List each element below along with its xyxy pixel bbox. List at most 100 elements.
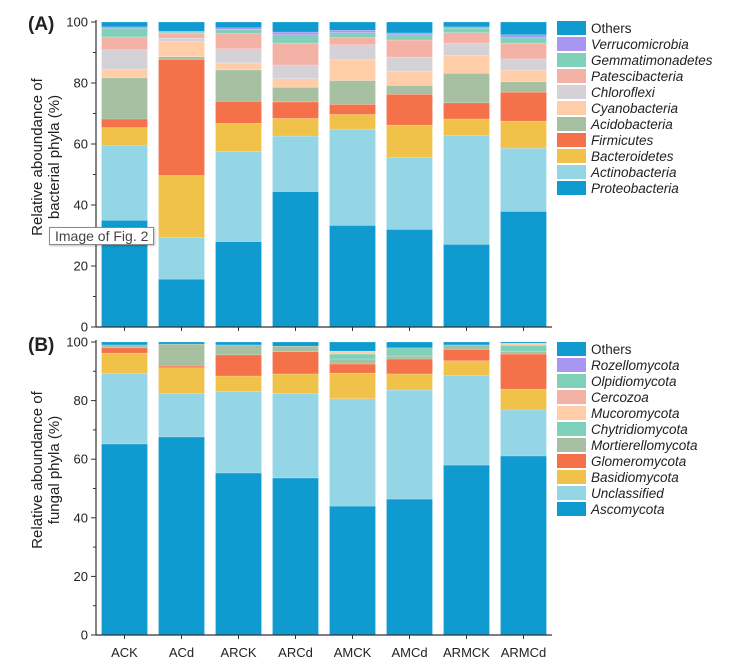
legend-item: Glomeromycota — [557, 454, 687, 469]
y-tick-label: 0 — [81, 628, 88, 643]
x-tick-label: ARCK — [220, 645, 256, 660]
bar-segment-cyanobacteria — [215, 62, 262, 71]
y-tick-label: 20 — [74, 569, 88, 584]
bar-segment-patescibacteria — [272, 42, 319, 66]
y-axis-label: fungal phyla (%) — [46, 416, 63, 524]
bar-segment-glomeromycota — [272, 351, 319, 375]
bar-segment-unclassified — [443, 375, 490, 466]
bar-segment-mortierellomycota — [215, 344, 262, 356]
bar-segment-others — [101, 21, 148, 28]
x-tick-label: ARCd — [278, 645, 313, 660]
bar-segment-actinobacteria — [272, 135, 319, 192]
legend-item: Rozellomycota — [557, 358, 680, 373]
bar-segment-acidobacteria — [500, 81, 547, 93]
legend-item: Cyanobacteria — [557, 101, 679, 116]
bar-segment-mucoromycota — [500, 342, 547, 346]
bar-segment-chloroflexi — [158, 37, 205, 43]
bar-segment-unclassified — [500, 409, 547, 457]
bar-segment-proteobacteria — [215, 241, 262, 328]
legend-swatch — [557, 358, 586, 372]
legend-label: Unclassified — [591, 486, 664, 501]
bar-segment-unclassified — [215, 390, 262, 474]
legend-item: Acidobacteria — [557, 117, 673, 132]
bar-segment-firmicutes — [329, 104, 376, 115]
legend-swatch — [557, 21, 586, 35]
bar-segment-ascomycota — [329, 505, 376, 636]
legend-swatch — [557, 133, 586, 147]
legend-swatch — [557, 37, 586, 51]
y-axis-label: Relative aboundance of — [29, 77, 46, 235]
bar-segment-chloroflexi — [215, 48, 262, 64]
x-tick-label: ACd — [169, 645, 194, 660]
bar-segment-ascomycota — [500, 455, 547, 636]
bar-segment-firmicutes — [272, 101, 319, 119]
y-tick-label: 100 — [66, 335, 88, 350]
legend-item: Gemmatimonadetes — [557, 53, 713, 68]
legend-item: Olpidiomycota — [557, 374, 677, 389]
bar-segment-gemmatimonadetes — [500, 37, 547, 44]
panel-b: (B) Relative aboundance of fungal phyla (%… — [28, 327, 698, 660]
bar-segment-others — [215, 341, 262, 346]
bar-segment-bacteroidetes — [272, 118, 319, 137]
legend-swatch — [557, 53, 586, 67]
x-tick-label: AMCd — [391, 645, 427, 660]
bar-segment-chloroflexi — [329, 44, 376, 61]
legend-label: Proteobacteria — [591, 181, 679, 196]
legend-swatch — [557, 117, 586, 131]
x-tick-label: ACK — [111, 645, 138, 660]
bar-segment-cyanobacteria — [443, 55, 490, 74]
bar-segment-basidiomycota — [329, 372, 376, 400]
bar-segment-glomeromycota — [500, 353, 547, 390]
bar-segment-ascomycota — [158, 436, 205, 636]
legend-item: Patescibacteria — [557, 69, 684, 84]
bar-segment-chytridiomycota — [500, 344, 547, 352]
bar-segment-ascomycota — [101, 443, 148, 636]
image-tooltip: Image of Fig. 2 — [49, 227, 155, 245]
legend-label: Gemmatimonadetes — [591, 53, 713, 68]
bar-segment-verrucomicrobia — [386, 32, 433, 36]
legend-label: Chytridiomycota — [591, 422, 688, 437]
bar-segment-basidiomycota — [386, 373, 433, 391]
panel-label: (B) — [28, 335, 54, 356]
legend-item: Unclassified — [557, 486, 664, 501]
bar-segment-mortierellomycota — [158, 343, 205, 367]
bar-segment-gemmatimonadetes — [386, 34, 433, 41]
bar-segment-glomeromycota — [443, 349, 490, 362]
bar-segment-others — [500, 341, 547, 344]
bar-segment-acidobacteria — [215, 69, 262, 102]
bar-segment-others — [500, 21, 547, 36]
bar-segment-chloroflexi — [500, 58, 547, 71]
legend-item: Firmicutes — [557, 133, 654, 148]
legend-item: Bacteroidetes — [557, 149, 674, 164]
bar-segment-others — [272, 21, 319, 33]
y-tick-label: 0 — [81, 320, 88, 335]
bar-segment-unclassified — [329, 398, 376, 507]
legend-swatch — [557, 486, 586, 500]
bar-segment-bacteroidetes — [101, 127, 148, 146]
bar-segment-ascomycota — [215, 472, 262, 636]
legend-swatch — [557, 374, 586, 388]
legend-item: Cercozoa — [557, 390, 649, 405]
bar-segment-chytridiomycota — [386, 347, 433, 357]
legend-swatch — [557, 390, 586, 404]
bar-segment-glomeromycota — [386, 358, 433, 375]
legend-swatch — [557, 438, 586, 452]
bar-segment-bacteroidetes — [158, 175, 205, 238]
bar-segment-actinobacteria — [500, 148, 547, 212]
bar-segment-others — [386, 341, 433, 349]
bar-segment-actinobacteria — [101, 145, 148, 221]
bar-segment-others — [443, 341, 490, 346]
bar-segment-basidiomycota — [101, 352, 148, 374]
legend-item: Verrucomicrobia — [557, 37, 689, 52]
bar-segment-chloroflexi — [386, 56, 433, 72]
bar-segment-unclassified — [158, 393, 205, 438]
legend-swatch — [557, 165, 586, 179]
bar-segment-acidobacteria — [272, 87, 319, 103]
y-tick-label: 60 — [74, 137, 88, 152]
bar-segment-firmicutes — [101, 118, 148, 128]
panel-label: (A) — [28, 14, 54, 35]
bar-segment-cyanobacteria — [272, 78, 319, 88]
bar-segment-mucoromycota — [329, 350, 376, 355]
bar-segment-patescibacteria — [500, 42, 547, 60]
bar-segment-mortierellomycota — [500, 351, 547, 355]
